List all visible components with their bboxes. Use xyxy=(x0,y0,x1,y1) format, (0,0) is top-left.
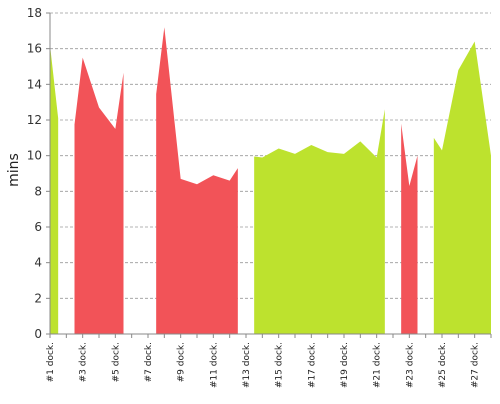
y-tick-label-18: 18 xyxy=(27,6,42,20)
x-tick-label-10: #21 dock. xyxy=(373,342,383,388)
x-tick-label-2: #5 dock. xyxy=(111,342,121,382)
x-tick-label-3: #7 dock. xyxy=(144,342,154,382)
area-band-0 xyxy=(50,45,59,334)
x-tick-labels: #1 dock. #3 dock. #5 dock. #7 dock. #9 dock.… xyxy=(46,342,481,388)
x-tick-label-6: #13 dock. xyxy=(242,342,252,388)
y-tick-label-14: 14 xyxy=(27,77,42,91)
y-tick-label-16: 16 xyxy=(27,42,42,56)
x-tick-label-8: #17 dock. xyxy=(307,342,317,388)
area-series xyxy=(50,27,491,335)
x-tick-label-9: #19 dock. xyxy=(340,342,350,388)
area-band-4 xyxy=(254,109,385,334)
axes xyxy=(46,12,492,338)
area-band-1 xyxy=(74,57,124,334)
y-tick-label-8: 8 xyxy=(34,184,42,198)
y-tick-labels: 0 2 4 6 8 10 12 14 16 18 xyxy=(27,6,42,341)
area-band-3 xyxy=(156,27,238,335)
y-tick-label-12: 12 xyxy=(27,113,42,127)
y-tick-label-0: 0 xyxy=(34,327,42,341)
x-tick-label-1: #3 dock. xyxy=(79,342,89,382)
area-band-6 xyxy=(433,41,491,335)
y-axis-title: mins xyxy=(6,153,22,187)
x-tick-label-4: #9 dock. xyxy=(177,342,187,382)
x-tick-label-5: #11 dock. xyxy=(209,342,219,388)
y-tick-label-2: 2 xyxy=(34,291,42,305)
area-band-5 xyxy=(401,123,418,334)
x-tick-label-11: #23 dock. xyxy=(405,342,415,388)
y-tick-label-4: 4 xyxy=(34,256,42,270)
y-tick-label-6: 6 xyxy=(34,220,42,234)
x-tick-label-12: #25 dock. xyxy=(438,342,448,388)
x-tick-label-13: #27 dock. xyxy=(471,342,481,388)
x-tick-label-0: #1 dock. xyxy=(46,342,56,382)
y-tick-label-10: 10 xyxy=(27,149,42,163)
x-tick-label-7: #15 dock. xyxy=(275,342,285,388)
